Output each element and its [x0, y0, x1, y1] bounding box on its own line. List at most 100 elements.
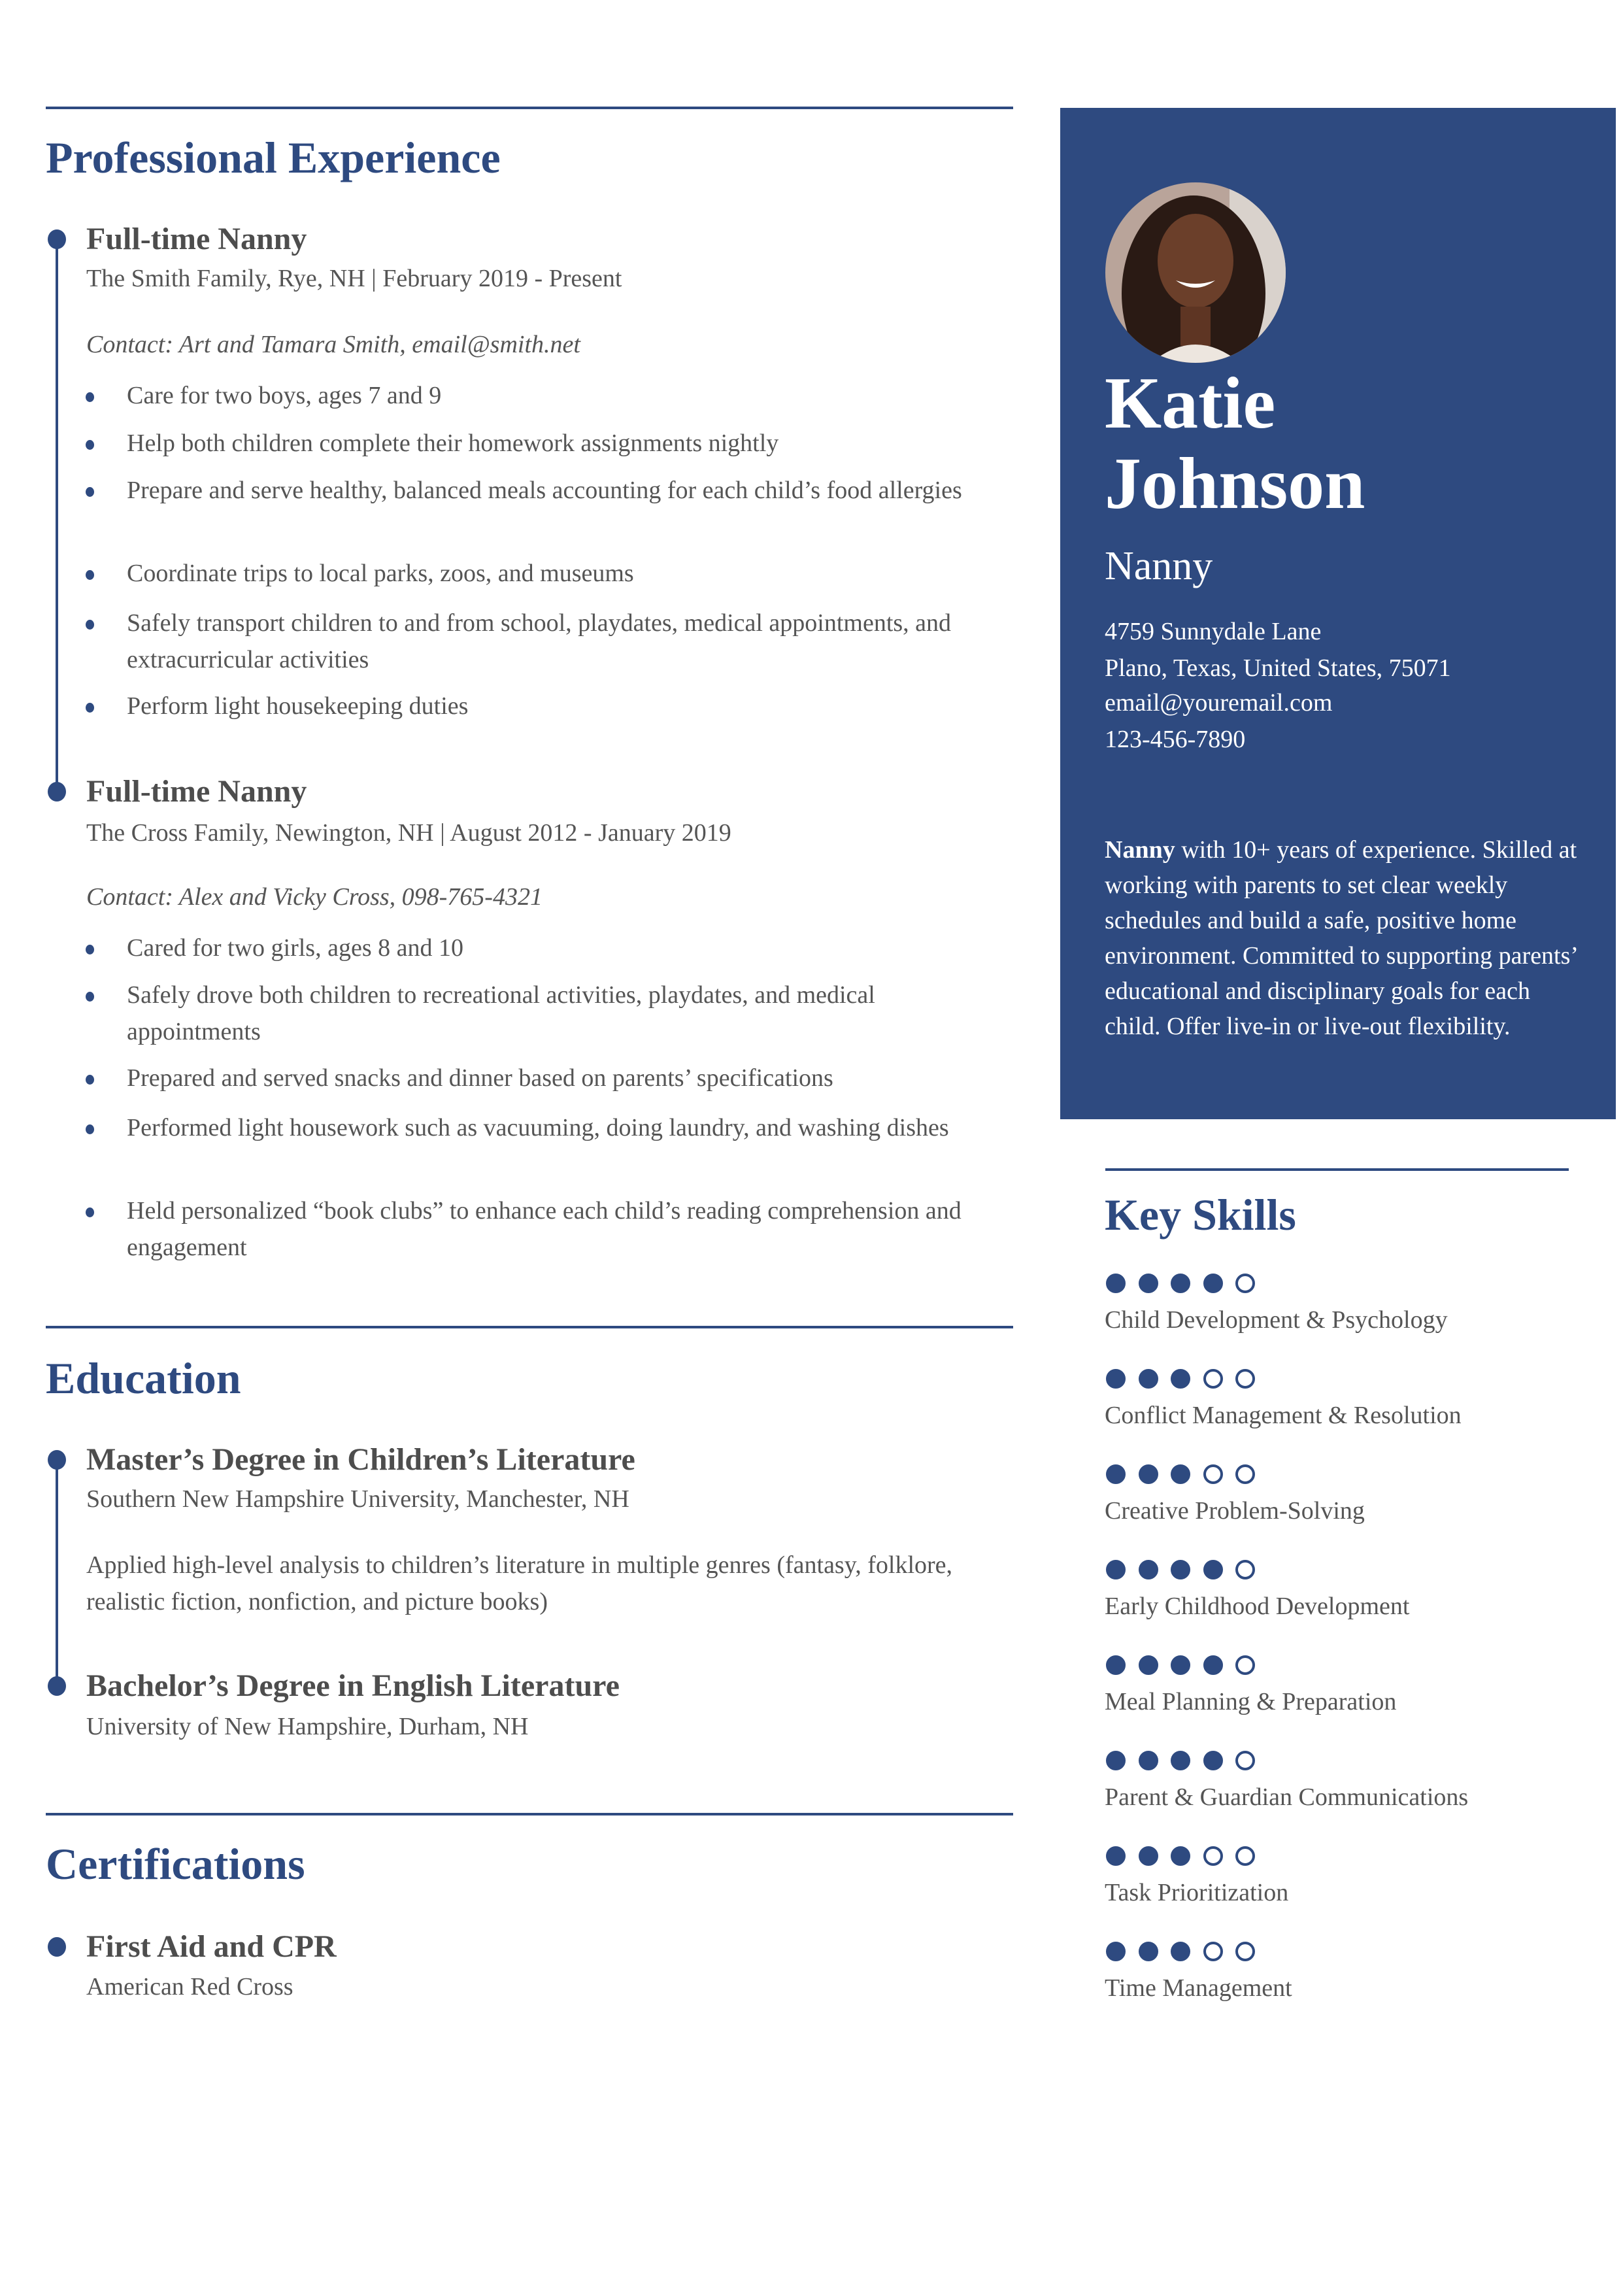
job-bullet: Cared for two girls, ages 8 and 10 — [127, 934, 463, 962]
phone-number: 123-456-7890 — [1105, 726, 1246, 753]
skill-dot-filled — [1171, 1846, 1190, 1866]
job-bullet: Prepare and serve healthy, balanced meal… — [127, 477, 962, 504]
skill-dot-empty — [1235, 1464, 1255, 1484]
skill-name: Child Development & Psychology — [1105, 1306, 1448, 1334]
degree-description: Applied high-level analysis to children’… — [86, 1551, 953, 1615]
skill-dot-filled — [1203, 1560, 1223, 1579]
bullet-icon — [86, 570, 94, 580]
profile-summary: Nanny with 10+ years of experience. Skil… — [1105, 832, 1592, 1044]
skill-dot-filled — [1138, 1942, 1158, 1961]
section-heading-certifications: Certifications — [46, 1839, 305, 1889]
skill-dot-filled — [1138, 1560, 1158, 1579]
skill-name: Meal Planning & Preparation — [1105, 1688, 1397, 1715]
timeline-dot — [48, 1937, 66, 1957]
certification-issuer: American Red Cross — [86, 1973, 293, 2001]
job-contact: Contact: Art and Tamara Smith, email@smi… — [86, 331, 580, 358]
job-bullet: Prepared and served snacks and dinner ba… — [127, 1064, 833, 1092]
skill-dot-empty — [1235, 1274, 1255, 1293]
skill-dot-filled — [1138, 1464, 1158, 1484]
skill-dot-filled — [1106, 1846, 1126, 1866]
job-bullet: Help both children complete their homewo… — [127, 430, 779, 457]
skill-name: Task Prioritization — [1105, 1879, 1289, 1906]
bullet-icon — [86, 945, 94, 954]
section-divider — [46, 1326, 1013, 1328]
skill-dot-empty — [1203, 1942, 1223, 1961]
skill-dot-filled — [1171, 1369, 1190, 1389]
job-bullet: Care for two boys, ages 7 and 9 — [127, 382, 442, 409]
certification-name: First Aid and CPR — [86, 1929, 337, 1964]
skill-name: Time Management — [1105, 1974, 1292, 2002]
first-name: Katie — [1105, 363, 1276, 444]
bullet-icon — [86, 440, 94, 450]
job-title: Full-time Nanny — [86, 774, 307, 809]
bullet-icon — [86, 620, 94, 630]
section-divider — [46, 107, 1013, 109]
job-bullet: Performed light housework such as vacuum… — [127, 1114, 949, 1141]
job-contact: Contact: Alex and Vicky Cross, 098-765-4… — [86, 883, 543, 911]
skill-dot-empty — [1235, 1751, 1255, 1770]
bullet-icon — [86, 1124, 94, 1134]
bullet-icon — [86, 1207, 94, 1217]
skill-dot-empty — [1235, 1655, 1255, 1675]
skill-name: Early Childhood Development — [1105, 1593, 1410, 1620]
skill-dot-filled — [1203, 1655, 1223, 1675]
last-name: Johnson — [1105, 443, 1365, 524]
address-city: Plano, Texas, United States, 75071 — [1105, 654, 1451, 682]
bullet-icon — [86, 487, 94, 497]
job-headline: Nanny — [1105, 544, 1213, 588]
bullet-icon — [86, 992, 94, 1002]
job-bullet: Safely drove both children to recreation… — [127, 981, 875, 1045]
degree-title: Master’s Degree in Children’s Literature — [86, 1442, 635, 1477]
email-link[interactable]: email@youremail.com — [1105, 689, 1333, 717]
skill-dot-empty — [1235, 1846, 1255, 1866]
section-heading-skills: Key Skills — [1105, 1190, 1296, 1240]
job-meta: The Smith Family, Rye, NH | February 201… — [86, 265, 622, 292]
bullet-icon — [86, 1075, 94, 1085]
skill-dot-filled — [1106, 1560, 1126, 1579]
skill-dot-filled — [1171, 1560, 1190, 1579]
timeline-dot — [48, 1450, 66, 1470]
section-divider — [1105, 1168, 1569, 1171]
profile-photo — [1105, 182, 1286, 363]
skill-dot-filled — [1106, 1464, 1126, 1484]
section-heading-experience: Professional Experience — [46, 133, 501, 182]
bullet-icon — [86, 392, 94, 402]
skill-dot-empty — [1203, 1369, 1223, 1389]
timeline-dot — [48, 782, 66, 802]
skill-dot-filled — [1106, 1942, 1126, 1961]
timeline-dot — [48, 1676, 66, 1696]
skill-dot-filled — [1138, 1274, 1158, 1293]
summary-text: with 10+ years of experience. Skilled at… — [1105, 836, 1577, 1040]
job-bullet: Coordinate trips to local parks, zoos, a… — [127, 560, 634, 587]
skill-dot-filled — [1203, 1751, 1223, 1770]
skill-name: Parent & Guardian Communications — [1105, 1783, 1469, 1811]
skill-dot-filled — [1138, 1751, 1158, 1770]
skill-dot-empty — [1203, 1464, 1223, 1484]
skill-dot-filled — [1171, 1464, 1190, 1484]
skill-dot-filled — [1106, 1274, 1126, 1293]
job-bullet: Perform light housekeeping duties — [127, 692, 469, 720]
section-divider — [46, 1813, 1013, 1815]
skill-dot-filled — [1171, 1942, 1190, 1961]
job-bullet: Safely transport children to and from sc… — [127, 609, 952, 673]
school-name: University of New Hampshire, Durham, NH — [86, 1713, 529, 1740]
skill-dot-empty — [1235, 1560, 1255, 1579]
skill-dot-filled — [1138, 1369, 1158, 1389]
skill-dot-empty — [1235, 1369, 1255, 1389]
job-title: Full-time Nanny — [86, 222, 307, 256]
skill-dot-filled — [1138, 1655, 1158, 1675]
skill-name: Conflict Management & Resolution — [1105, 1402, 1462, 1429]
skill-dot-filled — [1171, 1274, 1190, 1293]
bullet-icon — [86, 703, 94, 713]
timeline-line — [56, 239, 58, 792]
skill-dot-filled — [1106, 1369, 1126, 1389]
skill-dot-filled — [1106, 1655, 1126, 1675]
skill-dot-empty — [1203, 1846, 1223, 1866]
timeline-dot — [48, 229, 66, 249]
job-bullet: Held personalized “book clubs” to enhanc… — [127, 1197, 962, 1261]
school-name: Southern New Hampshire University, Manch… — [86, 1485, 629, 1513]
skill-dot-empty — [1235, 1942, 1255, 1961]
summary-bold: Nanny — [1105, 836, 1175, 864]
degree-title: Bachelor’s Degree in English Literature — [86, 1668, 620, 1703]
